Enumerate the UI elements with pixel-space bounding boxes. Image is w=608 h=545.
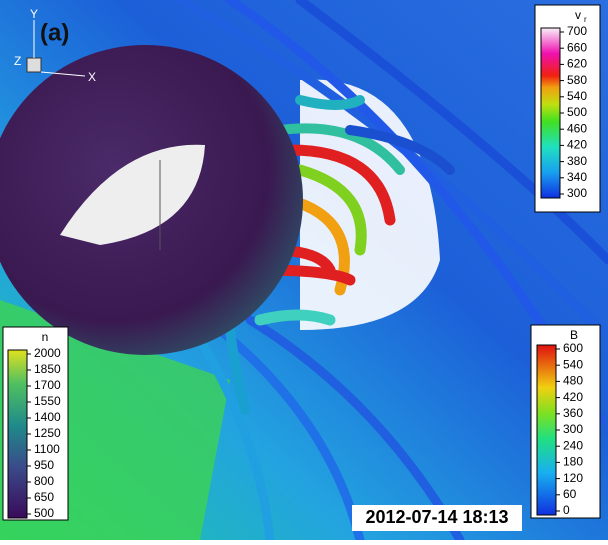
colorbar-tick-label: 240 bbox=[563, 438, 583, 452]
colorbar-subscript: r bbox=[584, 15, 587, 24]
triad-x bbox=[40, 71, 86, 77]
axis-z-label: Z bbox=[14, 54, 21, 68]
colorbar-tick-label: 700 bbox=[567, 24, 587, 38]
colorbar-tick-label: 2000 bbox=[34, 346, 61, 360]
colorbar-tick-label: 1250 bbox=[34, 426, 61, 440]
colorbar-tick-label: 500 bbox=[34, 506, 54, 520]
colorbar-tick-label: 500 bbox=[567, 105, 587, 119]
colorbar-tick-label: 950 bbox=[34, 458, 54, 472]
colorbar-strip bbox=[7, 349, 28, 519]
colorbar-tick-label: 0 bbox=[563, 503, 570, 517]
colorbar-tick-label: 600 bbox=[563, 341, 583, 355]
colorbar-tick-label: 460 bbox=[567, 121, 587, 135]
colorbar-title: n bbox=[42, 330, 49, 344]
colorbar-tick-label: 420 bbox=[567, 138, 587, 152]
colorbar-tick-label: 1550 bbox=[34, 394, 61, 408]
axis-y-label: Y bbox=[30, 7, 38, 21]
colorbar-tick-label: 580 bbox=[567, 73, 587, 87]
timestamp: 2012-07-14 18:13 bbox=[365, 507, 508, 527]
colorbar-strip bbox=[540, 27, 561, 199]
colorbar-title: B bbox=[570, 328, 578, 342]
colorbar-tick-label: 540 bbox=[567, 89, 587, 103]
colorbar-tick-label: 60 bbox=[563, 487, 577, 501]
colorbar-tick-label: 1100 bbox=[34, 442, 60, 456]
axis-x-label: X bbox=[88, 70, 96, 84]
colorbar-tick-label: 1850 bbox=[34, 362, 61, 376]
colorbar-tick-label: 660 bbox=[567, 40, 587, 54]
colorbar-title: v bbox=[575, 8, 581, 22]
colorbar-tick-label: 480 bbox=[563, 374, 583, 388]
timestamp-box bbox=[352, 505, 522, 531]
colorbar-tick-label: 300 bbox=[563, 422, 583, 436]
orientation-triad: Y Z X bbox=[14, 7, 96, 84]
colorbar: n 2000 1850 1700 1550 1400 1250 1100 950 800 650 50… bbox=[2, 326, 69, 521]
colorbar-tick-label: 1400 bbox=[34, 410, 61, 424]
colorbar-tick-label: 120 bbox=[563, 471, 583, 485]
colorbar-tick-label: 360 bbox=[563, 406, 583, 420]
colorbar-tick-label: 620 bbox=[567, 57, 587, 71]
colorbar-tick-label: 650 bbox=[34, 490, 54, 504]
colorbar-tick-label: 540 bbox=[563, 357, 583, 371]
colorbar-tick-label: 300 bbox=[567, 186, 587, 200]
colorbar-strip bbox=[536, 344, 557, 516]
white-region bbox=[60, 144, 205, 245]
panel-label: (a) bbox=[40, 19, 69, 46]
colorbar-tick-label: 380 bbox=[567, 154, 587, 168]
colorbar-tick-label: 1700 bbox=[34, 378, 61, 392]
colorbar-tick-label: 340 bbox=[567, 170, 587, 184]
colorbar-tick-label: 180 bbox=[563, 455, 583, 469]
triad-cube bbox=[26, 57, 42, 73]
colorbar-tick-label: 800 bbox=[34, 474, 54, 488]
colorbar-tick-label: 420 bbox=[563, 390, 583, 404]
